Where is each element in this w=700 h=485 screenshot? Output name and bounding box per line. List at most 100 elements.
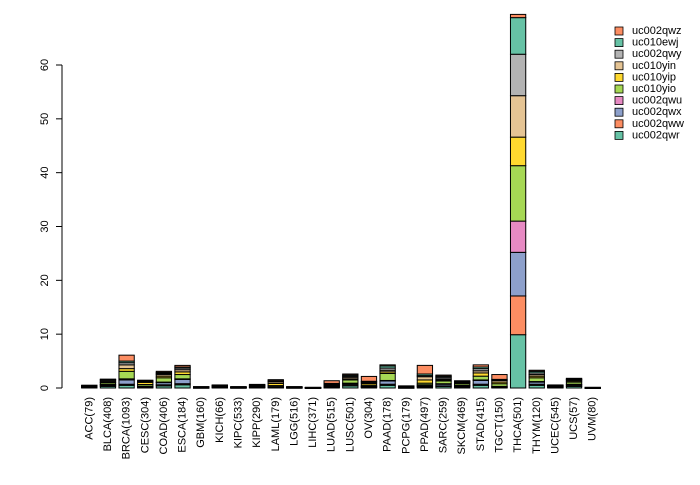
x-tick-label: GBM(160)	[195, 397, 207, 448]
legend-label: uc002qwx	[632, 106, 682, 118]
x-tick-label: LUSC(501)	[344, 397, 356, 452]
legend-label: uc002qwr	[632, 129, 680, 141]
bar-segment	[81, 384, 98, 387]
bar-segment	[286, 386, 303, 388]
legend-swatch	[614, 119, 624, 129]
bar-segment	[491, 374, 508, 380]
y-tick-label: 50	[39, 113, 51, 125]
x-tick-label: LIHC(371)	[307, 397, 319, 448]
x-tick-label: LUAD(515)	[326, 397, 338, 452]
x-tick-label: UCS(57)	[568, 397, 580, 440]
x-tick-label: CESC(304)	[139, 397, 151, 453]
x-tick-label: PPAD(497)	[419, 397, 431, 452]
y-tick-label: 0	[39, 385, 51, 391]
legend-swatch	[614, 49, 624, 59]
legend-swatch	[614, 107, 624, 117]
bar-segment	[509, 95, 527, 138]
bar-segment	[118, 370, 135, 380]
x-tick-label: ESCA(184)	[177, 397, 189, 453]
y-tick-label: 30	[39, 220, 51, 232]
x-tick-label: KIPC(533)	[232, 397, 244, 448]
y-tick-label: 40	[39, 167, 51, 179]
bar-segment	[118, 364, 135, 370]
bar-segment	[379, 372, 396, 381]
bar-segment	[118, 354, 135, 362]
bar-segment	[472, 375, 489, 381]
bar-segment	[304, 386, 322, 389]
bar-segment	[155, 377, 173, 383]
bar-segment	[398, 385, 415, 387]
bar-segment	[174, 374, 191, 380]
bar-segment	[416, 364, 434, 375]
legend-swatch	[614, 61, 624, 71]
x-tick-label: THCA(501)	[512, 397, 524, 453]
x-tick-label: UCEC(545)	[549, 397, 561, 454]
bar-segment	[509, 334, 527, 389]
bar-segment	[509, 53, 527, 97]
bar-segment	[211, 384, 228, 386]
bar-segment	[472, 379, 489, 385]
legend-label: uc002qwu	[632, 95, 682, 107]
bar-segment	[528, 377, 545, 383]
legend-label: uc010yin	[632, 60, 676, 72]
legend-swatch	[614, 38, 624, 47]
bar-segment	[565, 377, 583, 380]
bar-segment	[509, 165, 527, 222]
x-tick-label: PAAD(178)	[382, 397, 394, 452]
x-tick-label: THYM(120)	[531, 397, 543, 454]
bar-segment	[528, 369, 545, 372]
x-tick-label: SARC(259)	[438, 397, 450, 453]
bar-segment	[509, 17, 527, 55]
legend-label: uc010yip	[632, 71, 676, 83]
bar-segment	[155, 370, 173, 373]
x-tick-label: COAD(406)	[158, 397, 170, 454]
legend-label: uc002qwy	[632, 48, 682, 60]
y-tick-label: 60	[39, 59, 51, 71]
bar-segment	[360, 375, 378, 382]
x-tick-label: LAML(179)	[270, 397, 282, 451]
bar-segment	[509, 251, 527, 297]
bar-segment	[454, 380, 471, 382]
bar-segment	[509, 13, 527, 19]
x-tick-label: KIPP(290)	[251, 397, 263, 448]
y-tick-label: 10	[39, 328, 51, 340]
x-tick-label: LGG(516)	[288, 397, 300, 446]
legend-swatch	[614, 130, 624, 140]
bar-segment	[509, 220, 527, 253]
bar-segment	[379, 364, 396, 367]
legend-label: uc010ewj	[632, 37, 678, 49]
bar-segment	[435, 374, 452, 377]
x-tick-label: BRCA(1093)	[121, 397, 133, 459]
x-tick-label: STAD(415)	[475, 397, 487, 451]
legend-swatch	[614, 96, 624, 105]
bar-segment	[323, 380, 340, 384]
x-tick-label: BLCA(408)	[102, 397, 114, 451]
bar-segment	[174, 364, 191, 368]
bar-segment	[230, 386, 247, 388]
bar-segment	[174, 378, 191, 385]
bar-segment	[193, 386, 210, 388]
x-tick-label: UVM(80)	[587, 397, 599, 441]
x-tick-label: OV(304)	[363, 397, 375, 439]
bar-segment	[509, 136, 527, 167]
legend-swatch	[614, 84, 624, 94]
bar-segment	[118, 379, 135, 385]
bar-segment	[547, 384, 564, 386]
legend-label: uc002qwz	[632, 25, 682, 37]
legend-swatch	[614, 73, 624, 82]
bar-segment	[99, 378, 117, 381]
x-tick-label: PCPG(179)	[400, 397, 412, 454]
bar-segment	[267, 379, 284, 382]
x-tick-label: SKCM(469)	[456, 397, 468, 454]
bar-segment	[584, 386, 601, 389]
legend-label: uc010yio	[632, 83, 676, 95]
x-tick-label: ACC(79)	[83, 397, 95, 440]
bar-segment	[342, 373, 359, 376]
legend-label: uc002qww	[632, 118, 684, 130]
bar-segment	[509, 295, 527, 336]
x-tick-label: KICH(66)	[214, 397, 226, 443]
x-tick-label: TGCT(150)	[493, 397, 505, 453]
legend-swatch	[614, 26, 624, 36]
